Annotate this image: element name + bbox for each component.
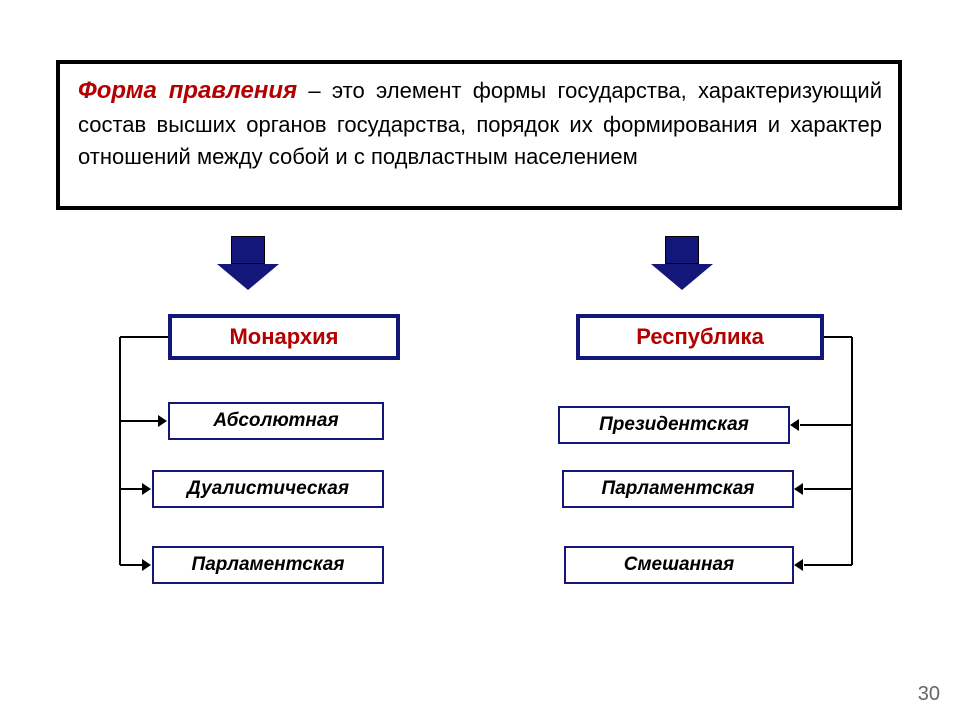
- monarchy-sub-1: Дуалистическая: [152, 470, 384, 508]
- definition-term: Форма правления: [78, 77, 297, 104]
- republic-sub-0: Президентская: [558, 406, 790, 444]
- monarchy-sub-0-label: Абсолютная: [213, 410, 338, 432]
- category-monarchy-label: Монархия: [229, 324, 338, 350]
- monarchy-sub-1-label: Дуалистическая: [187, 478, 349, 500]
- republic-sub-0-label: Президентская: [599, 414, 749, 436]
- category-monarchy: Монархия: [168, 314, 400, 360]
- monarchy-sub-0: Абсолютная: [168, 402, 384, 440]
- arrow-down-left: [217, 236, 279, 290]
- page-number: 30: [918, 683, 940, 706]
- arrow-down-right: [651, 236, 713, 290]
- republic-sub-1-label: Парламентская: [602, 478, 755, 500]
- republic-sub-1: Парламентская: [562, 470, 794, 508]
- monarchy-sub-2-label: Парламентская: [192, 554, 345, 576]
- category-republic-label: Республика: [636, 324, 764, 350]
- monarchy-sub-2: Парламентская: [152, 546, 384, 584]
- category-republic: Республика: [576, 314, 824, 360]
- definition-box: Форма правления – это элемент формы госу…: [56, 60, 902, 210]
- republic-sub-2-label: Смешанная: [624, 554, 735, 576]
- republic-sub-2: Смешанная: [564, 546, 794, 584]
